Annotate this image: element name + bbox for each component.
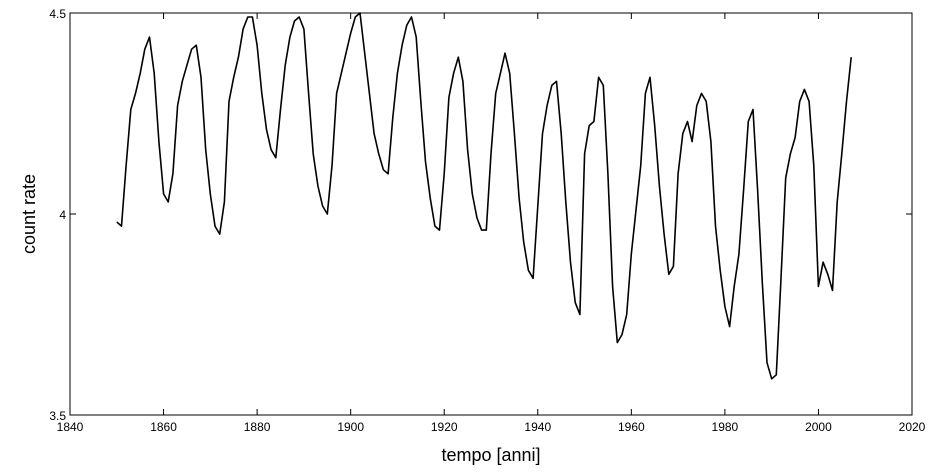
x-tick-label: 1860 [150,420,177,434]
x-tick-label: 1940 [524,420,551,434]
plot-area [69,12,913,416]
x-tick-label: 1980 [712,420,739,434]
x-tick-label: 2020 [899,420,926,434]
x-tick-label: 1880 [244,420,271,434]
y-tick-label: 4 [59,208,66,222]
x-tick-label: 2000 [805,420,832,434]
y-axis-label: count rate [19,174,39,254]
x-tick-label: 1920 [431,420,458,434]
x-tick-label: 1960 [618,420,645,434]
data-series-line [116,12,852,380]
ticks-layer: 1840 1860 1880 1900 1920 1940 1960 1980 2000 2020… [49,7,925,434]
x-axis-label: tempo [anni] [441,445,540,465]
x-tick-label: 1900 [337,420,364,434]
y-tick-label: 4.5 [49,7,66,21]
y-tick-label: 3.5 [49,409,66,423]
x-tick-label: 1840 [57,420,84,434]
